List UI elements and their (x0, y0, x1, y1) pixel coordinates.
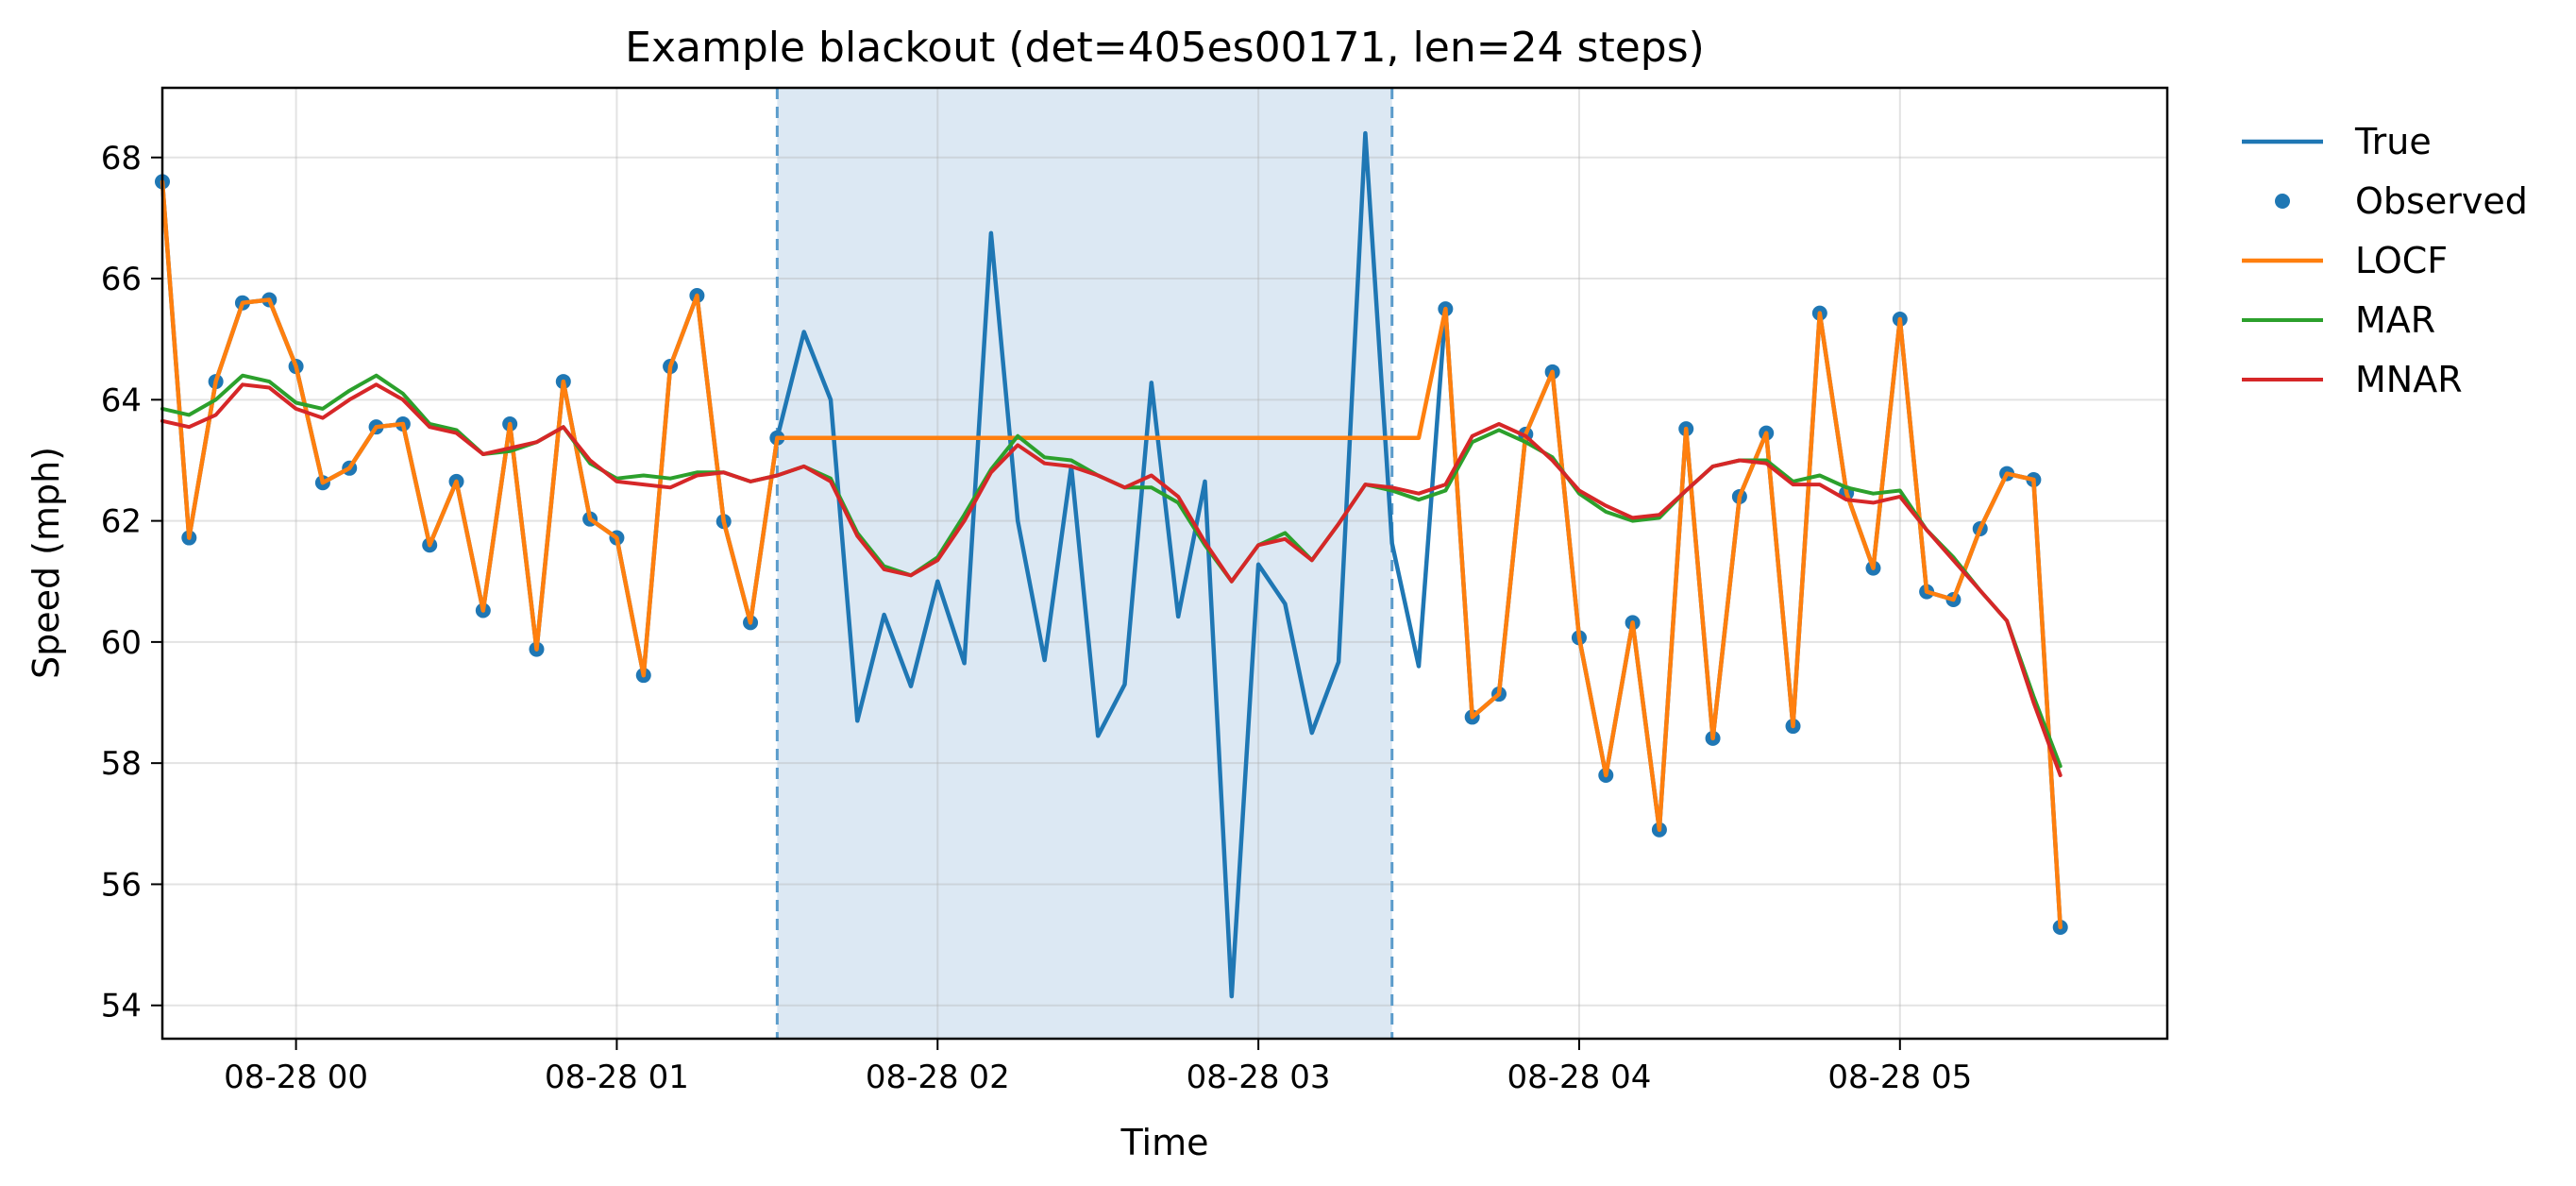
plot-frame (160, 86, 2169, 1041)
legend-swatch-observed (2275, 194, 2290, 209)
legend-item-mar: MAR (2242, 299, 2435, 341)
y-tick-label: 68 (101, 140, 142, 178)
y-tick-label: 54 (101, 988, 142, 1025)
y-tick-label: 58 (101, 745, 142, 783)
series-layer (155, 130, 2068, 999)
y-axis-ticks: 54 56 58 60 62 64 66 68 (101, 140, 162, 1025)
x-tick-label: 08-28 01 (545, 1059, 689, 1096)
y-tick-label: 64 (101, 381, 142, 419)
x-tick-label: 08-28 03 (1187, 1059, 1331, 1096)
y-axis-label: Speed (mph) (25, 447, 67, 679)
x-tick-label: 08-28 02 (866, 1059, 1010, 1096)
legend-label-true: True (2354, 121, 2432, 162)
x-tick-label: 08-28 00 (224, 1059, 368, 1096)
blackout-region (777, 88, 1392, 1039)
legend-item-mnar: MNAR (2242, 359, 2463, 400)
y-tick-label: 56 (101, 866, 142, 904)
legend-label-mar: MAR (2355, 299, 2435, 341)
legend: True Observed LOCF MAR MNAR (2242, 121, 2528, 400)
x-axis-ticks: 08-28 00 08-28 01 08-28 02 08-28 03 08-28 04… (224, 1039, 1972, 1096)
series-mnar-line (160, 382, 2062, 777)
y-tick-label: 62 (101, 503, 142, 541)
legend-item-true: True (2242, 121, 2432, 162)
chart-title: Example blackout (det=405es00171, len=24… (625, 24, 1705, 72)
grid (162, 88, 2167, 1039)
legend-label-observed: Observed (2355, 180, 2528, 222)
legend-label-mnar: MNAR (2355, 359, 2463, 400)
legend-item-locf: LOCF (2242, 240, 2448, 281)
y-tick-label: 60 (101, 624, 142, 662)
y-tick-label: 66 (101, 261, 142, 298)
x-axis-label: Time (1120, 1122, 1209, 1163)
x-tick-label: 08-28 05 (1827, 1059, 1972, 1096)
legend-item-observed: Observed (2275, 180, 2528, 222)
series-locf-line (160, 179, 2062, 930)
x-tick-label: 08-28 04 (1507, 1059, 1652, 1096)
legend-label-locf: LOCF (2355, 240, 2448, 281)
